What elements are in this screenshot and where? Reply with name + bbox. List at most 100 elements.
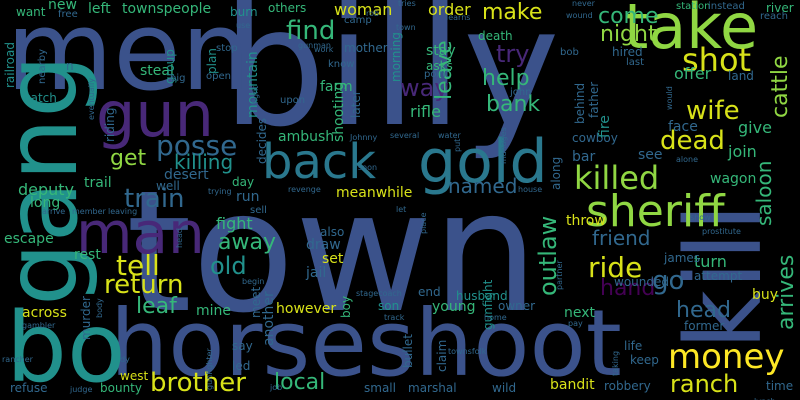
word-gold: gold [418,127,548,197]
word-named: named [448,174,518,198]
word-dead: dead [660,126,725,156]
word-river: river [766,1,794,15]
word-nearby: nearby [37,49,48,84]
word-leaving: leaving [108,207,138,216]
word-railroad: railroad [3,42,17,88]
word-wound: wound [566,11,593,20]
word-killed: killed [574,159,660,197]
word-fight: fight [216,214,253,233]
word-bob: bob [560,47,579,58]
word-say: say [232,339,253,353]
word-robbery: robbery [604,379,651,393]
word-set: set [322,251,344,267]
word-friend: friend [592,226,651,250]
word-return: return [104,270,184,300]
word-member: member [72,207,106,216]
word-farm: farm [320,79,353,95]
word-face: face [668,119,698,135]
word-alone: alone [676,155,699,164]
word-head-small: head [175,228,184,248]
word-draw: draw [306,237,341,253]
word-use: use [236,21,251,30]
word-come: come [598,4,659,29]
word-desert: desert [164,167,209,183]
word-rifle: rifle [410,102,441,121]
word-escape: escape [4,231,54,247]
word-point: point [424,69,450,80]
word-would: would [665,86,674,110]
word-stop: stop [216,43,238,54]
word-station: station [676,1,711,12]
word-let: let [396,205,407,214]
word-tell: tell [116,249,160,282]
word-soon: soon [358,163,378,172]
word-father: father [587,81,601,118]
word-well: well [156,179,180,193]
word-gun: gun [96,78,214,151]
word-want: want [16,5,46,19]
word-way: way [400,74,449,102]
word-pay: pay [568,319,583,328]
word-revenge: revenge [288,185,321,194]
word-n: n [66,59,74,73]
word-claim: claim [435,339,449,372]
word-new: new [48,0,77,13]
word-attempt: attempt [694,269,743,283]
word-bank: bank [486,92,541,117]
word-gambler: gambler [22,321,56,330]
word-stagecoach: stagecoach [356,289,402,298]
word-others: others [268,1,307,15]
word-place: place [419,212,428,234]
word-job: job [270,383,283,392]
word-go: go [652,266,685,296]
word-across: across [22,305,67,321]
word-bounty: bounty [100,381,142,395]
word-find: find [286,16,336,46]
word-former: former [684,319,725,333]
word-money: money [668,337,785,377]
word-man: man [76,199,205,267]
word-open: open [206,71,231,82]
word-led: led [232,359,251,373]
word-young: young [432,299,476,315]
word-townsfolk: townsfolk [448,347,487,356]
word-prostitute: prostitute [702,227,741,236]
word-town-small: town [396,23,416,32]
word-taking: taking [611,350,620,376]
word-west: west [120,369,149,383]
word-body: body [95,298,104,318]
word-trail: trail [84,175,112,191]
word-along: along [549,156,563,190]
word-land: land [728,69,754,83]
word-hired: hired [612,45,643,59]
word-horseshoot: horseshoot [110,290,622,397]
word-life: life [624,339,643,353]
word-townspeople: townspeople [122,1,212,17]
word-big: big [170,73,186,84]
word-cowboy: cowboy [572,131,618,145]
word-murder: murder [79,296,93,340]
word-meanwhile: meanwhile [336,185,413,201]
word-shot: shot [682,41,752,79]
word-gunman: gunman [298,41,331,50]
word-fight-small: fight [251,85,260,104]
word-give: give [738,118,772,137]
word-mine: mine [196,303,232,319]
word-catch: catch [24,91,57,105]
word-leaf: leaf [136,294,177,319]
word-billy: billy [222,0,560,163]
word-dy: dy [120,355,130,364]
word-camp: camp [344,15,372,26]
word-posse: posse [156,129,238,162]
word-john: john [510,87,532,98]
word-help: help [482,66,530,91]
word-offer: offer [674,64,712,83]
word-bar: bar [572,149,596,165]
word-sheriff: sheriff [586,186,725,237]
word-judge: judge [70,385,93,394]
word-left: left [88,1,111,17]
word-rob: rob [366,9,380,18]
word-buy: buy [752,287,779,303]
word-jail: jail [306,265,327,281]
